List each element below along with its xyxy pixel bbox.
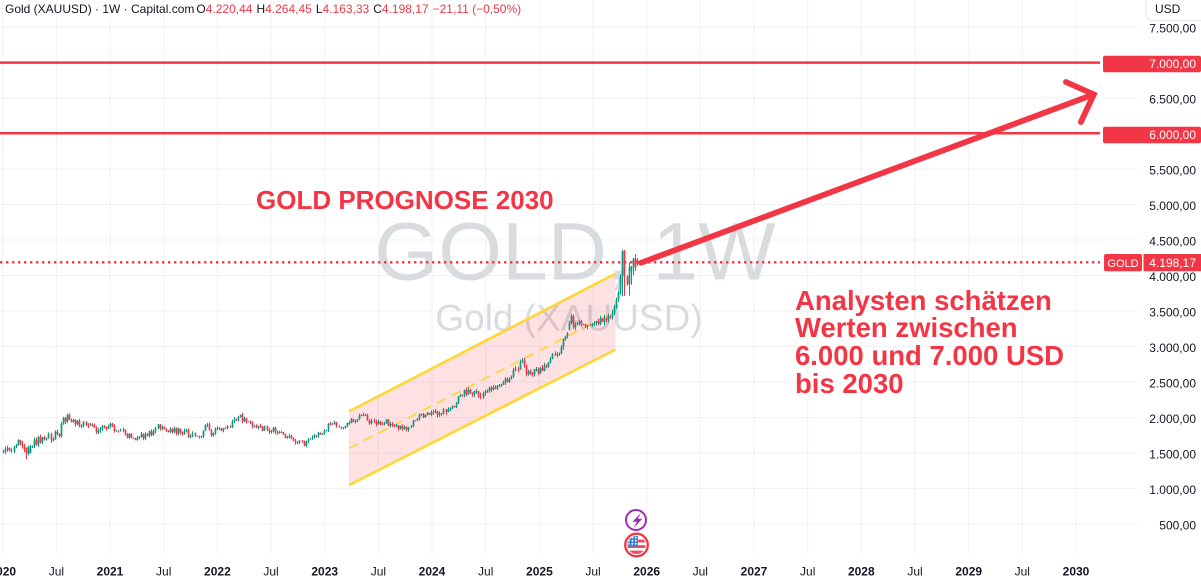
svg-text:4.000,00: 4.000,00 <box>1149 270 1196 284</box>
svg-text:Jul: Jul <box>478 565 493 579</box>
svg-text:4.500,00: 4.500,00 <box>1149 234 1196 248</box>
svg-text:2024: 2024 <box>419 565 446 579</box>
svg-text:5.000,00: 5.000,00 <box>1149 199 1196 213</box>
svg-text:Jul: Jul <box>1015 565 1030 579</box>
svg-text:1.000,00: 1.000,00 <box>1149 483 1196 497</box>
svg-text:2029: 2029 <box>955 565 982 579</box>
svg-text:GOLD: GOLD <box>1107 258 1138 270</box>
svg-text:7.000,00: 7.000,00 <box>1149 57 1196 71</box>
svg-text:GOLD, 1W: GOLD, 1W <box>375 207 777 298</box>
svg-text:2.500,00: 2.500,00 <box>1149 376 1196 390</box>
svg-text:500,00: 500,00 <box>1159 518 1196 532</box>
svg-text:5.500,00: 5.500,00 <box>1149 163 1196 177</box>
svg-text:2020: 2020 <box>0 565 16 579</box>
svg-text:Jul: Jul <box>49 565 64 579</box>
svg-text:Jul: Jul <box>263 565 278 579</box>
svg-text:USD: USD <box>1155 2 1181 16</box>
svg-text:2022: 2022 <box>204 565 231 579</box>
svg-text:2021: 2021 <box>97 565 124 579</box>
svg-text:Jul: Jul <box>585 565 600 579</box>
svg-text:3.000,00: 3.000,00 <box>1149 341 1196 355</box>
svg-text:2025: 2025 <box>526 565 553 579</box>
svg-text:2030: 2030 <box>1063 565 1090 579</box>
svg-text:Jul: Jul <box>371 565 386 579</box>
svg-text:2027: 2027 <box>741 565 768 579</box>
svg-text:6.500,00: 6.500,00 <box>1149 92 1196 106</box>
svg-text:4.198,17: 4.198,17 <box>1149 256 1196 270</box>
svg-text:Jul: Jul <box>693 565 708 579</box>
svg-text:Gold (XAUUSD): Gold (XAUUSD) <box>435 298 702 339</box>
svg-text:6.000,00: 6.000,00 <box>1149 128 1196 142</box>
svg-text:3.500,00: 3.500,00 <box>1149 305 1196 319</box>
svg-text:2.000,00: 2.000,00 <box>1149 412 1196 426</box>
svg-text:Jul: Jul <box>156 565 171 579</box>
svg-text:1.500,00: 1.500,00 <box>1149 447 1196 461</box>
svg-text:Jul: Jul <box>907 565 922 579</box>
svg-text:2028: 2028 <box>848 565 875 579</box>
svg-text:2026: 2026 <box>633 565 660 579</box>
svg-text:7.500,00: 7.500,00 <box>1149 21 1196 35</box>
svg-text:Jul: Jul <box>800 565 815 579</box>
svg-text:2023: 2023 <box>311 565 338 579</box>
